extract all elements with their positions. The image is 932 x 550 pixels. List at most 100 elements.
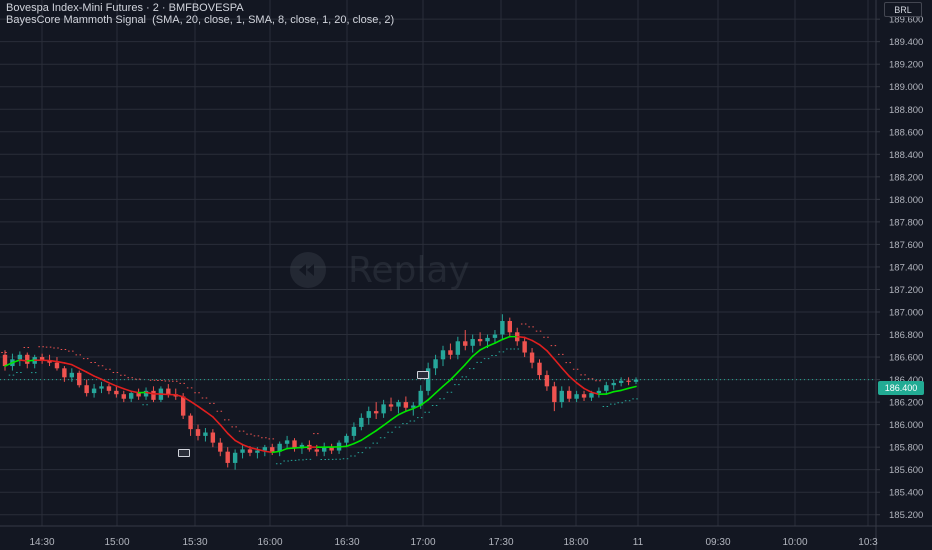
price-tick-label: 189.400	[889, 37, 923, 48]
candle-body	[411, 405, 416, 408]
signal-segment	[26, 359, 36, 362]
candle-body	[559, 390, 564, 403]
signal-segment	[405, 407, 415, 413]
price-tick-label: 188.200	[889, 172, 923, 183]
last-price-badge: 186.400	[878, 381, 924, 395]
candle-body	[106, 386, 112, 391]
signal-segment	[575, 382, 585, 390]
signal-segment	[390, 413, 400, 421]
signal-segment	[338, 445, 348, 448]
candle-body	[299, 444, 305, 449]
event-flag-icon[interactable]	[178, 449, 190, 457]
signal-segment	[122, 387, 132, 393]
symbol-title[interactable]: Bovespa Index-Mini Futures · 2 · BMFBOVE…	[6, 2, 244, 14]
price-tick-label: 186.200	[889, 398, 923, 409]
event-flag-icon[interactable]	[417, 371, 429, 379]
candle-body	[418, 390, 423, 406]
candle-body	[25, 354, 30, 364]
signal-segment	[278, 447, 288, 453]
signal-segment	[197, 405, 207, 413]
price-tick-label: 186.000	[889, 420, 923, 431]
candle-body	[500, 321, 505, 335]
candle-body	[396, 402, 401, 407]
signal-segment	[449, 371, 459, 381]
signal-segment	[56, 360, 66, 364]
candle-body	[485, 337, 490, 342]
candle-body	[121, 394, 126, 399]
signal-segment	[19, 359, 29, 362]
candle-body	[114, 390, 119, 395]
candle-body	[589, 393, 594, 398]
price-tick-label: 188.800	[889, 105, 923, 116]
candle-body	[329, 447, 334, 451]
time-axis[interactable]: 14:30 15:00 15:30 16:00 16:30 17:00 17:30 18:00…	[0, 525, 932, 548]
signal-segment	[256, 448, 266, 453]
price-tick-label: 186.800	[889, 330, 923, 341]
signal-segment	[434, 385, 444, 394]
currency-button[interactable]: BRL	[884, 2, 922, 17]
candle-body	[47, 360, 52, 363]
candle-body	[433, 359, 438, 369]
candle-body	[2, 354, 8, 367]
candle-body	[166, 388, 171, 395]
signal-segment	[4, 361, 14, 367]
candle-body	[247, 449, 253, 453]
candle-body	[136, 393, 141, 397]
signal-segment	[100, 378, 110, 384]
candle-body	[463, 341, 468, 346]
signal-segment	[546, 349, 556, 360]
candle-body	[581, 394, 587, 398]
candle-body	[270, 447, 275, 452]
signal-segment	[605, 390, 615, 395]
candle-body	[604, 385, 609, 391]
signal-segment	[382, 419, 392, 427]
candle-body	[39, 357, 45, 361]
signal-segment	[226, 432, 236, 442]
candle-body	[77, 372, 82, 386]
time-tick-label: 09:30	[705, 537, 730, 548]
candle-body	[448, 350, 453, 355]
signal-bands	[1, 323, 640, 465]
candle-body	[440, 350, 446, 360]
candles	[2, 314, 639, 470]
candle-body	[455, 341, 461, 355]
signal-segment	[457, 363, 467, 374]
signal-segment	[412, 404, 422, 410]
signal-segment	[620, 387, 630, 392]
candle-body	[537, 362, 542, 376]
time-tick-label: 18:00	[563, 537, 588, 548]
candle-body	[344, 435, 349, 443]
candle-body	[322, 447, 327, 452]
signal-segment	[360, 434, 370, 442]
signal-segment	[145, 391, 155, 395]
candle-body	[492, 334, 498, 338]
candle-body	[633, 379, 639, 382]
candle-body	[425, 368, 431, 391]
price-tick-label: 189.600	[889, 15, 923, 26]
signal-segment	[568, 375, 578, 384]
price-tick-label: 187.200	[889, 285, 923, 296]
indicator-legend[interactable]: BayesCore Mammoth Signal (SMA, 20, close…	[6, 14, 395, 26]
candle-body	[522, 341, 527, 353]
candle-body	[373, 411, 379, 414]
price-axis[interactable]: 185.200 185.400 185.600 185.800 186.000 186.2…	[875, 0, 923, 550]
signal-segment	[627, 385, 637, 390]
signal-segment	[212, 416, 222, 426]
price-tick-label: 187.600	[889, 240, 923, 251]
signal-segment	[560, 367, 570, 377]
signal-segment	[612, 389, 622, 393]
candle-body	[277, 443, 282, 452]
time-tick-label: 16:00	[257, 537, 282, 548]
candle-body	[84, 385, 89, 394]
candle-body	[470, 339, 475, 346]
signal-segment	[130, 390, 140, 394]
candle-body	[366, 411, 371, 418]
price-tick-label: 187.800	[889, 217, 923, 228]
candle-body	[292, 440, 297, 449]
signal-segment	[204, 410, 214, 418]
time-tick-label: 15:30	[182, 537, 207, 548]
signal-segment	[48, 359, 58, 363]
signal-segment	[531, 339, 541, 346]
time-tick-label: 15:00	[104, 537, 129, 548]
